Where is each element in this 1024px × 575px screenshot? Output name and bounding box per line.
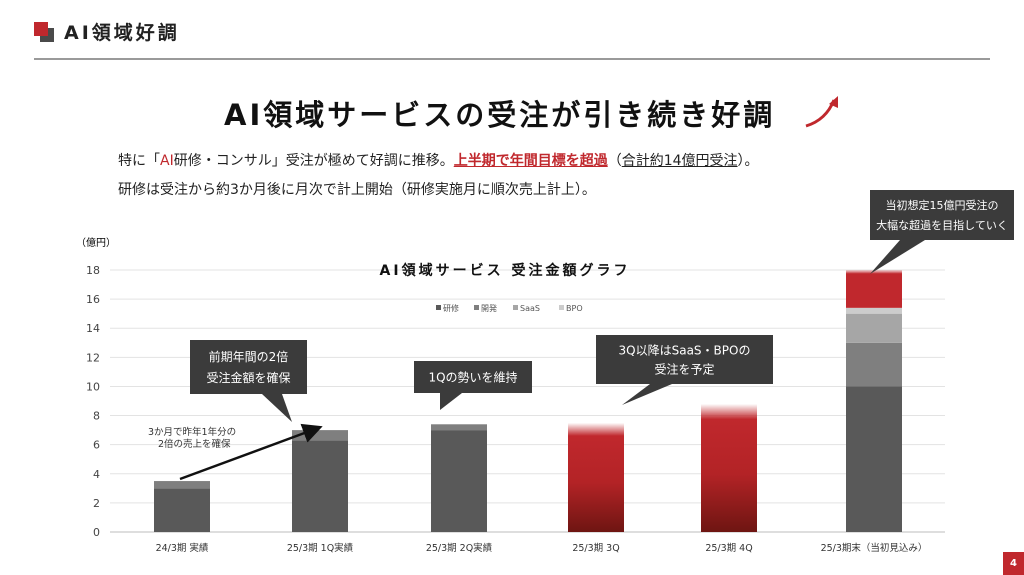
header-square-icon: [34, 22, 48, 36]
callout-tail: [622, 384, 672, 405]
bar-segment: [292, 440, 348, 532]
legend-swatch: [559, 305, 564, 310]
callout-text: 受注金額を確保: [206, 370, 290, 385]
annotation-text: 3か月で昨年1年分の: [148, 426, 236, 438]
y-tick-label: 2: [93, 497, 100, 510]
x-axis-labels: 24/3期 実績 25/3期 1Q実績 25/3期 2Q実績 25/3期 3Q 25/3…: [156, 542, 928, 554]
y-tick-label: 8: [93, 410, 100, 423]
callout-tail: [440, 393, 462, 410]
x-tick-label: 25/3期 2Q実績: [426, 542, 493, 554]
callout-tail: [262, 394, 292, 422]
forecast-bar: [846, 270, 902, 308]
x-tick-label: 25/3期末（当初見込み）: [821, 542, 928, 554]
x-tick-label: 25/3期 1Q実績: [287, 542, 354, 554]
callout-box: [190, 340, 307, 394]
legend-label: SaaS: [520, 304, 540, 313]
desc-highlight: 上半期で年間目標を超過: [453, 153, 608, 169]
header-divider: [34, 58, 990, 60]
growth-arrow: [179, 423, 323, 481]
legend-swatch: [436, 305, 441, 310]
y-tick-label: 0: [93, 526, 100, 539]
x-tick-label: 24/3期 実績: [156, 542, 209, 554]
y-tick-label: 12: [86, 351, 100, 364]
chart-bars: [154, 270, 902, 532]
callout-box: [596, 335, 773, 384]
y-tick-label: 16: [86, 293, 100, 306]
desc-text: 研修・コンサル」受注が極めて好調に推移。: [173, 153, 454, 169]
y-axis-label: （億円）: [76, 236, 116, 249]
callout-tail: [870, 240, 925, 274]
callout-text: 受注を予定: [654, 361, 714, 376]
bar-segment: [154, 481, 210, 489]
chart-title: AI領域サービス 受注金額グラフ: [380, 262, 631, 279]
callout-text: 前期年間の2倍: [209, 349, 289, 364]
chart-legend: 研修 開発 SaaS BPO: [436, 303, 583, 313]
legend-swatch: [474, 305, 479, 310]
main-title: AI領域サービスの受注が引き続き好調: [224, 92, 775, 134]
callout-1q: 1Qの勢いを維持: [414, 361, 532, 410]
page-number: 4: [1003, 552, 1024, 575]
callout-text: 3Q以降はSaaS・BPOの: [619, 343, 751, 357]
forecast-bar: [701, 403, 757, 532]
description-line-2: 研修は受注から約3か月後に月次で計上開始（研修実施月に順次売上計上）。: [118, 182, 596, 198]
annotation-text: 2倍の売上を確保: [158, 438, 231, 450]
y-tick-label: 18: [86, 264, 100, 277]
y-tick-label: 4: [93, 468, 100, 481]
legend-label: BPO: [566, 304, 583, 313]
callout-text: 当初想定15億円受注の: [886, 198, 999, 212]
y-tick-label: 6: [93, 439, 100, 452]
y-tick-label: 10: [86, 380, 100, 393]
bar-segment: [431, 430, 487, 532]
section-title: AI領域好調: [64, 22, 180, 44]
desc-text: （: [607, 153, 622, 169]
callout-text: 1Qの勢いを維持: [428, 369, 517, 384]
callout-text: 大幅な超過を目指していく: [876, 218, 1008, 232]
y-tick-label: 14: [86, 322, 100, 335]
bar-segment: [846, 342, 902, 387]
legend-swatch: [513, 305, 518, 310]
bar-segment: [846, 386, 902, 532]
bar-segment: [846, 313, 902, 343]
desc-ai: AI: [160, 153, 174, 169]
bar-segment: [846, 307, 902, 314]
legend-label: 開発: [481, 304, 497, 313]
desc-total: 合計約14億円受注: [621, 153, 738, 169]
callout-box: [870, 190, 1014, 240]
legend-label: 研修: [443, 303, 459, 313]
description-line-1: 特に「AI研修・コンサル」受注が極めて好調に推移。上半期で年間目標を超過（合計約…: [118, 150, 759, 170]
desc-text: 特に「: [118, 153, 160, 169]
x-tick-label: 25/3期 3Q: [572, 543, 619, 554]
callout-box: [414, 361, 532, 393]
x-tick-label: 25/3期 4Q: [705, 543, 752, 554]
desc-text: ）。: [737, 153, 759, 169]
y-axis-ticks: 0 2 4 6 8 10 12 14 16 18: [86, 264, 100, 539]
main-title-text: AI領域サービスの受注が引き続き好調: [224, 98, 776, 132]
bar-segment: [431, 424, 487, 431]
bar-segment: [154, 488, 210, 532]
forecast-bar: [568, 422, 624, 532]
